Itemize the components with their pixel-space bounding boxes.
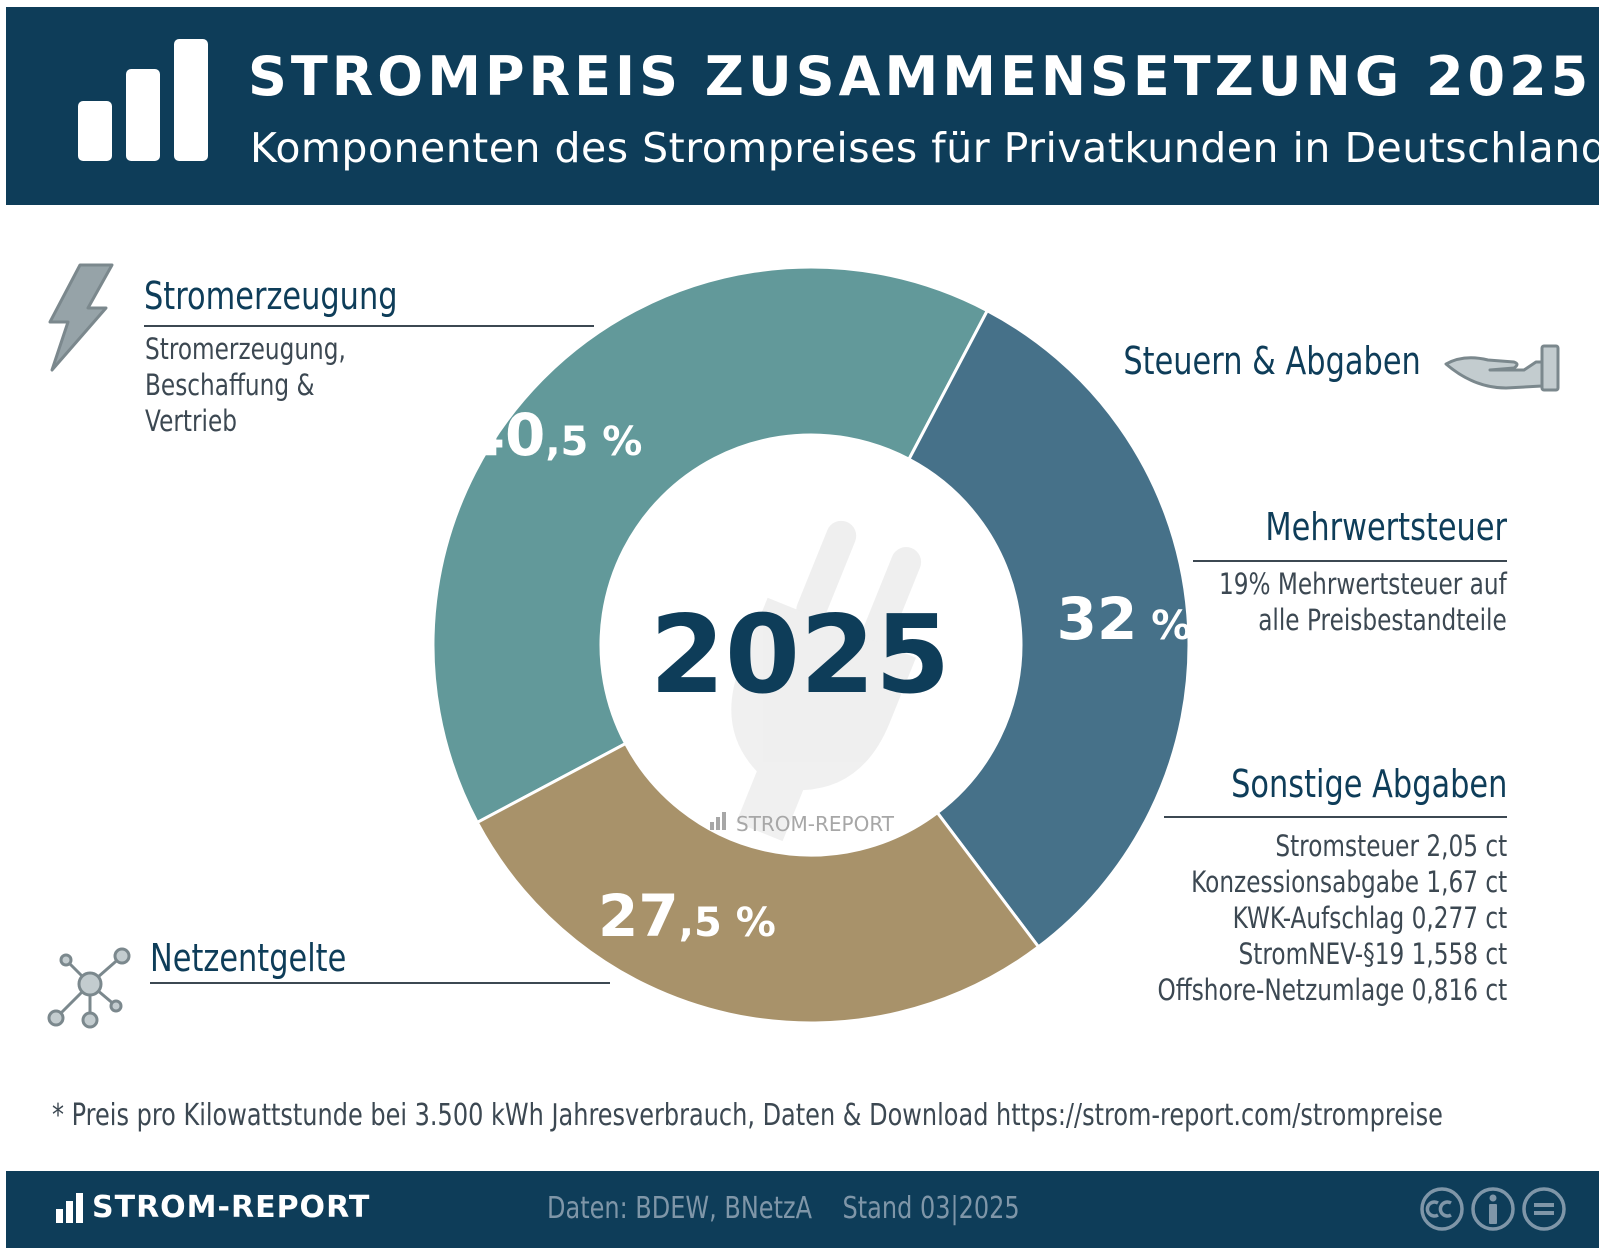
brand-logo-icon: [56, 1193, 83, 1223]
mehrwertsteuer-rule: [1193, 560, 1507, 562]
stromerzeugung-line: Stromerzeugung,: [145, 332, 346, 366]
sonstige-line: Offshore-Netzumlage 0,816 ct: [1157, 973, 1507, 1007]
stromerzeugung-rule: [144, 325, 594, 327]
netzentgelte-heading: Netzentgelte: [150, 936, 347, 980]
footer-bar: STROM-REPORT Daten: BDEW, BNetzA Stand 0…: [6, 1171, 1599, 1248]
sonstige-line: Stromsteuer 2,05 ct: [1275, 829, 1507, 863]
sonstige-line: KWK-Aufschlag 0,277 ct: [1232, 901, 1507, 935]
lightning-icon: [48, 263, 114, 372]
page-subtitle: Komponenten des Strompreises für Privatk…: [250, 124, 1604, 172]
slice-percent-label: 27,5 %: [598, 882, 776, 950]
bar-chart-logo-icon: [78, 39, 208, 161]
mehrwertsteuer-line: 19% Mehrwertsteuer auf: [1219, 567, 1507, 601]
page-title: STROMPREIS ZUSAMMENSETZUNG 2025: [248, 45, 1593, 108]
sonstige-heading: Sonstige Abgaben: [1230, 762, 1507, 806]
network-icon: [47, 947, 131, 1029]
netzentgelte-rule: [150, 982, 610, 984]
mehrwertsteuer-line: alle Preisbestandteile: [1258, 603, 1507, 637]
donut-hole: [601, 435, 1021, 855]
sonstige-line: Konzessionsabgabe 1,67 ct: [1190, 865, 1507, 899]
mehrwertsteuer-heading: Mehrwertsteuer: [1265, 505, 1507, 549]
hand-icon: [1444, 344, 1560, 392]
slice-percent-label: 32 %: [1057, 585, 1192, 653]
footnote: * Preis pro Kilowattstunde bei 3.500 kWh…: [52, 1098, 1443, 1133]
watermark-logo-icon: [710, 812, 726, 830]
sonstige-rule: [1164, 816, 1507, 818]
footer-brand: STROM-REPORT: [92, 1190, 371, 1225]
watermark-text: STROM-REPORT: [736, 812, 895, 836]
stromerzeugung-line: Vertrieb: [145, 404, 237, 438]
creative-commons-license-icon: [1420, 1187, 1566, 1231]
mehrwertsteuer-description: 19% Mehrwertsteuer auf alle Preisbestand…: [1219, 566, 1507, 638]
sonstige-line: StromNEV-§19 1,558 ct: [1238, 937, 1507, 971]
stromerzeugung-heading: Stromerzeugung: [144, 274, 398, 318]
stromerzeugung-description: Stromerzeugung, Beschaffung & Vertrieb: [145, 331, 346, 439]
plug-watermark-icon: [731, 520, 922, 842]
steuern-heading: Steuern & Abgaben: [1123, 339, 1421, 383]
slice-percent-label: 40,5 %: [465, 401, 643, 469]
footer-sources: Daten: BDEW, BNetzA Stand 03|2025: [547, 1191, 1020, 1226]
header-banner: STROMPREIS ZUSAMMENSETZUNG 2025 Komponen…: [6, 7, 1604, 205]
center-year-label: 2025: [650, 593, 951, 718]
stromerzeugung-line: Beschaffung &: [145, 368, 315, 402]
sonstige-description: Stromsteuer 2,05 ct Konzessionsabgabe 1,…: [1157, 828, 1507, 1008]
